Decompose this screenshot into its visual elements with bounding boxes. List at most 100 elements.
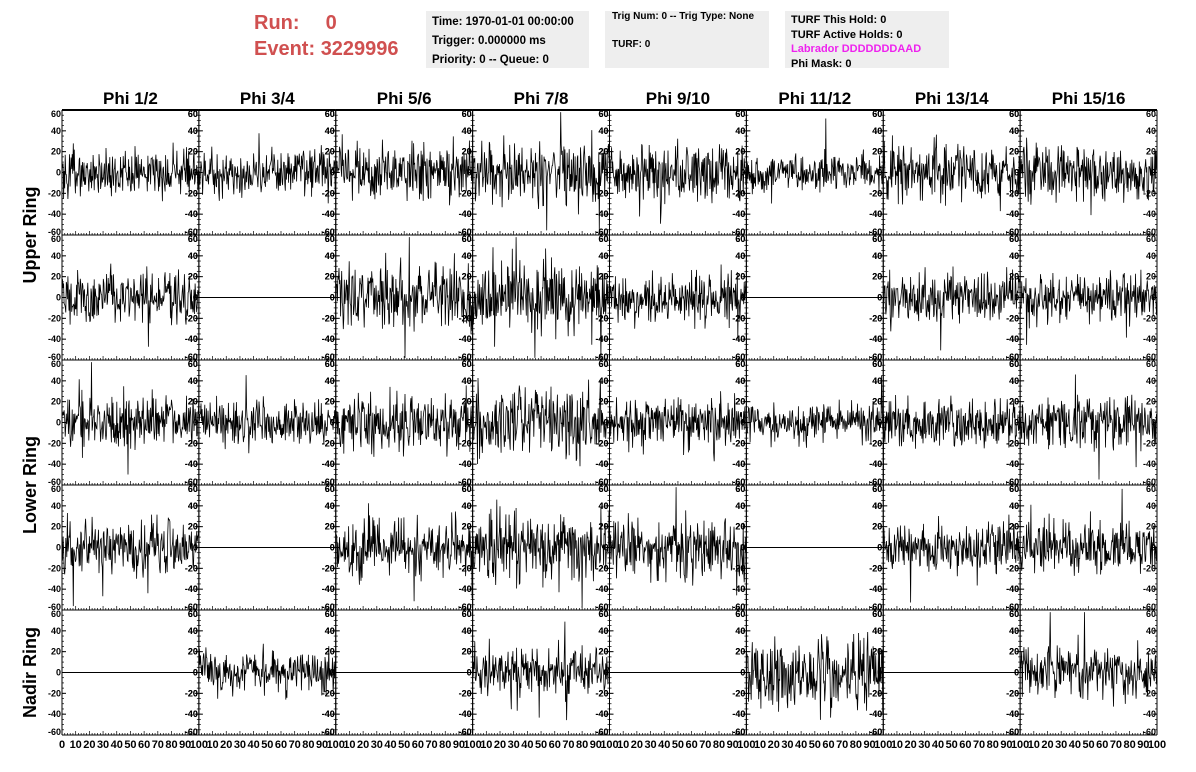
event-line: Event: 3229996 [254, 36, 399, 62]
y-tick-label: 20 [872, 397, 882, 407]
y-tick-label: 0 [467, 418, 472, 428]
y-tick-label: 60 [598, 234, 608, 244]
y-tick-label: 0 [1014, 418, 1019, 428]
y-tick-label: -20 [459, 313, 472, 323]
y-tick-label: 60 [188, 109, 198, 119]
y-tick-label: 0 [603, 418, 608, 428]
y-tick-label: 60 [1009, 359, 1019, 369]
y-tick-label: -60 [459, 602, 472, 612]
y-tick-label: 60 [325, 484, 335, 494]
y-tick-label: 20 [1009, 147, 1019, 157]
y-tick-label: -40 [185, 584, 198, 594]
y-tick-label: 60 [51, 359, 61, 369]
y-tick-label: -60 [595, 727, 608, 737]
column-title-7: Phi 13/14 [915, 89, 989, 108]
y-tick-label: 0 [877, 168, 882, 178]
y-tick-label: 60 [598, 484, 608, 494]
y-tick-label: 20 [51, 522, 61, 532]
y-tick-label: 60 [462, 484, 472, 494]
y-tick-label: 20 [188, 522, 198, 532]
y-tick-label: 40 [325, 626, 335, 636]
y-tick-label: -20 [1143, 313, 1156, 323]
y-tick-label: 20 [325, 397, 335, 407]
event-label: Event: [254, 38, 316, 60]
y-tick-label: -40 [1143, 334, 1156, 344]
y-tick-label: 0 [467, 418, 472, 428]
y-tick-label: 60 [598, 484, 608, 494]
waveform-trace [61, 263, 200, 347]
y-tick-label: 60 [872, 109, 882, 119]
y-tick-label: 60 [872, 484, 882, 494]
y-tick-label: -40 [732, 459, 745, 469]
y-tick-label: -20 [1006, 438, 1019, 448]
waveform-trace [1019, 374, 1158, 480]
y-tick-label: 0 [877, 543, 882, 553]
y-tick-label: -60 [1006, 227, 1019, 237]
y-tick-label: 0 [467, 543, 472, 553]
y-tick-label: 60 [1146, 484, 1156, 494]
y-tick-label: -60 [869, 352, 882, 362]
y-tick-label: -60 [459, 227, 472, 237]
y-tick-label: -40 [322, 709, 335, 719]
y-tick-label: 40 [1009, 376, 1019, 386]
y-tick-label: -20 [595, 688, 608, 698]
y-tick-label: -60 [322, 352, 335, 362]
y-tick-label: -20 [459, 438, 472, 448]
y-tick-label: 40 [188, 376, 198, 386]
y-tick-label: -40 [869, 459, 882, 469]
y-tick-label: -20 [595, 188, 608, 198]
waveform-trace [472, 621, 610, 721]
y-tick-label: -60 [459, 227, 472, 237]
turf-active-holds-text: TURF Active Holds: 0 [791, 28, 903, 41]
y-tick-label: -20 [48, 688, 61, 698]
y-tick-label: 60 [1009, 484, 1019, 494]
y-tick-label: -40 [869, 584, 882, 594]
y-tick-label: -60 [869, 227, 882, 237]
y-tick-label: 20 [872, 522, 882, 532]
y-tick-label: 0 [193, 168, 198, 178]
y-tick-label: 60 [872, 109, 882, 119]
y-tick-label: -20 [459, 438, 472, 448]
y-tick-label: 20 [735, 647, 745, 657]
y-tick-label: -40 [595, 209, 608, 219]
waveform-trace [472, 499, 610, 608]
y-tick-label: 40 [462, 251, 472, 261]
y-tick-label: 40 [188, 251, 198, 261]
y-tick-label: -40 [869, 334, 882, 344]
y-tick-label: -60 [1006, 602, 1019, 612]
y-tick-label: 20 [188, 272, 198, 282]
y-tick-label: 20 [188, 147, 198, 157]
run-event-block: Run: 0 Event: 3229996 [254, 10, 399, 62]
y-tick-label: 20 [872, 397, 882, 407]
y-tick-label: 60 [325, 234, 335, 244]
y-tick-label: -40 [869, 459, 882, 469]
waveform-trace [882, 134, 1021, 212]
y-tick-label: 40 [51, 126, 61, 136]
y-tick-label: 20 [462, 147, 472, 157]
y-tick-label: -60 [869, 602, 882, 612]
y-tick-label: 60 [462, 609, 472, 619]
y-tick-label: 60 [735, 109, 745, 119]
y-tick-label: -40 [322, 209, 335, 219]
y-tick-label: -40 [869, 709, 882, 719]
y-tick-label: 40 [598, 376, 608, 386]
y-tick-label: 20 [598, 647, 608, 657]
trigger-text: Trigger: 0.000000 ms [432, 35, 546, 47]
y-tick-label: -60 [1143, 602, 1156, 612]
y-tick-label: -60 [732, 477, 745, 487]
y-tick-label: 60 [735, 234, 745, 244]
y-tick-label: -20 [322, 563, 335, 573]
waveform-trace [472, 237, 610, 358]
y-tick-label: 60 [188, 484, 198, 494]
y-tick-label: 20 [325, 272, 335, 282]
y-tick-label: 20 [325, 147, 335, 157]
y-tick-label: 60 [872, 234, 882, 244]
y-tick-label: 20 [188, 397, 198, 407]
y-tick-label: 0 [193, 543, 198, 553]
y-tick-label: 20 [51, 147, 61, 157]
y-tick-label: 60 [1146, 359, 1156, 369]
y-tick-label: -20 [1006, 438, 1019, 448]
y-tick-label: 40 [598, 626, 608, 636]
y-tick-label: -40 [595, 584, 608, 594]
y-tick-label: 60 [51, 609, 61, 619]
